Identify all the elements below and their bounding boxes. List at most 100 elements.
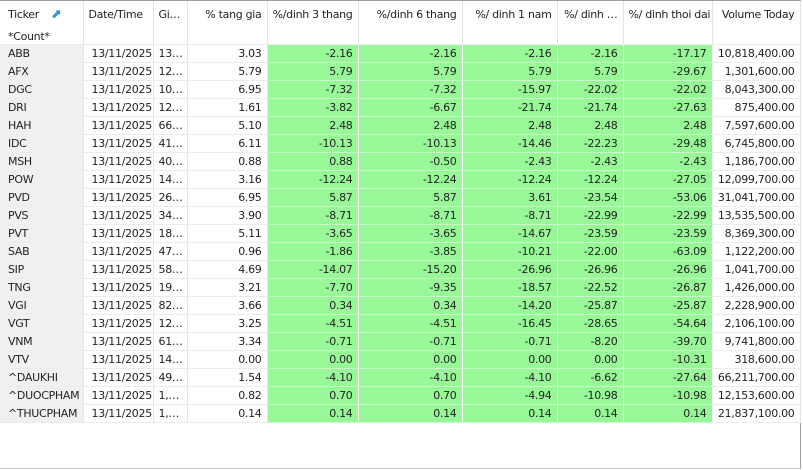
cell-pct-tang-gia[interactable]: 0.14 bbox=[187, 404, 268, 423]
cell-gia[interactable]: 49… bbox=[153, 368, 188, 387]
cell-pct-dinh-other[interactable]: -21.74 bbox=[557, 98, 624, 117]
cell-pct-dinh-6-thang[interactable]: -0.50 bbox=[358, 152, 463, 171]
cell-pct-dinh-thoi-dai[interactable]: -22.99 bbox=[623, 206, 713, 225]
cell-pct-dinh-3-thang[interactable]: -1.86 bbox=[267, 242, 359, 261]
cell-gia[interactable]: 13… bbox=[153, 44, 188, 63]
cell-pct-dinh-3-thang[interactable]: 0.34 bbox=[267, 296, 359, 315]
cell-pct-dinh-1-nam[interactable]: -16.45 bbox=[462, 314, 558, 333]
table-row[interactable]: PVS 13/11/2025 34… 3.90 -8.71 -8.71 -8.71 -22.9… bbox=[0, 206, 801, 225]
cell-volume-today[interactable]: 9,741,800.00 bbox=[712, 332, 801, 351]
cell-volume-today[interactable]: 10,818,400.00 bbox=[712, 44, 801, 63]
cell-volume-today[interactable]: 13,535,500.00 bbox=[712, 206, 801, 225]
cell-pct-dinh-1-nam[interactable]: -14.46 bbox=[462, 134, 558, 153]
cell-pct-dinh-6-thang[interactable]: 5.87 bbox=[358, 188, 463, 207]
cell-ticker[interactable]: PVS bbox=[0, 206, 84, 225]
cell-pct-dinh-thoi-dai[interactable]: -29.48 bbox=[623, 134, 713, 153]
cell-pct-tang-gia[interactable]: 3.66 bbox=[187, 296, 268, 315]
cell-volume-today[interactable]: 1,426,000.00 bbox=[712, 278, 801, 297]
cell-pct-dinh-1-nam[interactable]: 0.14 bbox=[462, 404, 558, 423]
table-row[interactable]: MSH 13/11/2025 40… 0.88 0.88 -0.50 -2.43 -2.43-… bbox=[0, 152, 801, 171]
cell-volume-today[interactable]: 6,745,800.00 bbox=[712, 134, 801, 153]
cell-pct-dinh-1-nam[interactable]: 2.48 bbox=[462, 116, 558, 135]
cell-pct-dinh-3-thang[interactable]: 0.88 bbox=[267, 152, 359, 171]
cell-pct-tang-gia[interactable]: 3.25 bbox=[187, 314, 268, 333]
cell-pct-dinh-3-thang[interactable]: -4.10 bbox=[267, 368, 359, 387]
cell-pct-dinh-1-nam[interactable]: -2.43 bbox=[462, 152, 558, 171]
cell-pct-dinh-3-thang[interactable]: -8.71 bbox=[267, 206, 359, 225]
cell-ticker[interactable]: DGC bbox=[0, 80, 84, 99]
cell-gia[interactable]: 58… bbox=[153, 260, 188, 279]
cell-pct-dinh-other[interactable]: -23.54 bbox=[557, 188, 624, 207]
column-header-pct-dinh-6-thang[interactable]: %/dinh 6 thang bbox=[358, 1, 463, 29]
cell-gia[interactable]: 18… bbox=[153, 224, 188, 243]
cell-pct-dinh-thoi-dai[interactable]: -54.64 bbox=[623, 314, 713, 333]
cell-date-time[interactable]: 13/11/2025 bbox=[83, 314, 154, 333]
cell-pct-dinh-other[interactable]: -8.20 bbox=[557, 332, 624, 351]
cell-pct-dinh-other[interactable]: -12.24 bbox=[557, 170, 624, 189]
cell-volume-today[interactable]: 7,597,600.00 bbox=[712, 116, 801, 135]
cell-pct-dinh-other[interactable]: 2.48 bbox=[557, 116, 624, 135]
cell-date-time[interactable]: 13/11/2025 bbox=[83, 404, 154, 423]
cell-pct-dinh-6-thang[interactable]: -7.32 bbox=[358, 80, 463, 99]
cell-pct-dinh-other[interactable]: -2.16 bbox=[557, 44, 624, 63]
cell-pct-dinh-6-thang[interactable]: -15.20 bbox=[358, 260, 463, 279]
cell-pct-dinh-3-thang[interactable]: 5.79 bbox=[267, 62, 359, 81]
column-header-pct-dinh-other[interactable]: %/ dinh … bbox=[557, 1, 624, 29]
cell-pct-dinh-thoi-dai[interactable]: -23.59 bbox=[623, 224, 713, 243]
cell-pct-dinh-other[interactable]: 5.79 bbox=[557, 62, 624, 81]
table-row[interactable]: HAH 13/11/2025 66… 5.10 2.48 2.48 2.48 2.48 2.48… bbox=[0, 116, 801, 135]
table-row[interactable]: SIP 13/11/2025 58… 4.69 -14.07 -15.20 -26.96 -2… bbox=[0, 260, 801, 279]
cell-pct-dinh-6-thang[interactable]: -3.65 bbox=[358, 224, 463, 243]
cell-pct-tang-gia[interactable]: 3.21 bbox=[187, 278, 268, 297]
cell-volume-today[interactable]: 1,186,700.00 bbox=[712, 152, 801, 171]
cell-ticker[interactable]: VTV bbox=[0, 350, 84, 369]
cell-ticker[interactable]: DRI bbox=[0, 98, 84, 117]
cell-ticker[interactable]: PVD bbox=[0, 188, 84, 207]
cell-gia[interactable]: 66… bbox=[153, 116, 188, 135]
cell-pct-dinh-1-nam[interactable]: 3.61 bbox=[462, 188, 558, 207]
cell-pct-dinh-thoi-dai[interactable]: -27.64 bbox=[623, 368, 713, 387]
cell-pct-dinh-6-thang[interactable]: 2.48 bbox=[358, 116, 463, 135]
cell-pct-dinh-thoi-dai[interactable]: -10.98 bbox=[623, 386, 713, 405]
cell-ticker[interactable]: SAB bbox=[0, 242, 84, 261]
cell-pct-tang-gia[interactable]: 5.79 bbox=[187, 62, 268, 81]
cell-pct-dinh-6-thang[interactable]: 5.79 bbox=[358, 62, 463, 81]
cell-pct-dinh-1-nam[interactable]: -14.67 bbox=[462, 224, 558, 243]
cell-pct-dinh-1-nam[interactable]: -15.97 bbox=[462, 80, 558, 99]
cell-pct-dinh-thoi-dai[interactable]: -39.70 bbox=[623, 332, 713, 351]
cell-volume-today[interactable]: 21,837,100.00 bbox=[712, 404, 801, 423]
cell-pct-dinh-1-nam[interactable]: -14.20 bbox=[462, 296, 558, 315]
table-row[interactable]: PVT 13/11/2025 18… 5.11 -3.65 -3.65 -14.67 -23.… bbox=[0, 224, 801, 243]
cell-volume-today[interactable]: 875,400.00 bbox=[712, 98, 801, 117]
cell-ticker[interactable]: PVT bbox=[0, 224, 84, 243]
table-row[interactable]: DGC 13/11/2025 10… 6.95 -7.32 -7.32 -15.97 -22.… bbox=[0, 80, 801, 99]
cell-ticker[interactable]: IDC bbox=[0, 134, 84, 153]
cell-pct-dinh-6-thang[interactable]: -10.13 bbox=[358, 134, 463, 153]
cell-pct-dinh-thoi-dai[interactable]: -22.02 bbox=[623, 80, 713, 99]
cell-date-time[interactable]: 13/11/2025 bbox=[83, 188, 154, 207]
cell-pct-dinh-3-thang[interactable]: -14.07 bbox=[267, 260, 359, 279]
cell-date-time[interactable]: 13/11/2025 bbox=[83, 44, 154, 63]
cell-pct-dinh-other[interactable]: -22.00 bbox=[557, 242, 624, 261]
cell-ticker[interactable]: VGI bbox=[0, 296, 84, 315]
cell-pct-dinh-3-thang[interactable]: -4.51 bbox=[267, 314, 359, 333]
cell-pct-dinh-thoi-dai[interactable]: -17.17 bbox=[623, 44, 713, 63]
cell-pct-dinh-thoi-dai[interactable]: -25.87 bbox=[623, 296, 713, 315]
cell-date-time[interactable]: 13/11/2025 bbox=[83, 368, 154, 387]
cell-gia[interactable]: 61… bbox=[153, 332, 188, 351]
cell-gia[interactable]: 34… bbox=[153, 206, 188, 225]
cell-date-time[interactable]: 13/11/2025 bbox=[83, 62, 154, 81]
cell-pct-dinh-other[interactable]: -25.87 bbox=[557, 296, 624, 315]
cell-pct-dinh-1-nam[interactable]: 0.00 bbox=[462, 350, 558, 369]
cell-pct-dinh-1-nam[interactable]: 5.79 bbox=[462, 62, 558, 81]
cell-pct-dinh-1-nam[interactable]: -18.57 bbox=[462, 278, 558, 297]
cell-gia[interactable]: 12… bbox=[153, 98, 188, 117]
cell-gia[interactable]: 1,… bbox=[153, 404, 188, 423]
column-header-date-time[interactable]: Date/Time bbox=[83, 1, 154, 29]
cell-pct-dinh-3-thang[interactable]: 2.48 bbox=[267, 116, 359, 135]
cell-pct-dinh-1-nam[interactable]: -12.24 bbox=[462, 170, 558, 189]
cell-pct-dinh-thoi-dai[interactable]: -27.05 bbox=[623, 170, 713, 189]
table-row[interactable]: ^THUCPHAM 13/11/2025 1,… 0.14 0.14 0.14 0.14 0.… bbox=[0, 404, 801, 423]
cell-pct-tang-gia[interactable]: 6.95 bbox=[187, 188, 268, 207]
cell-date-time[interactable]: 13/11/2025 bbox=[83, 278, 154, 297]
